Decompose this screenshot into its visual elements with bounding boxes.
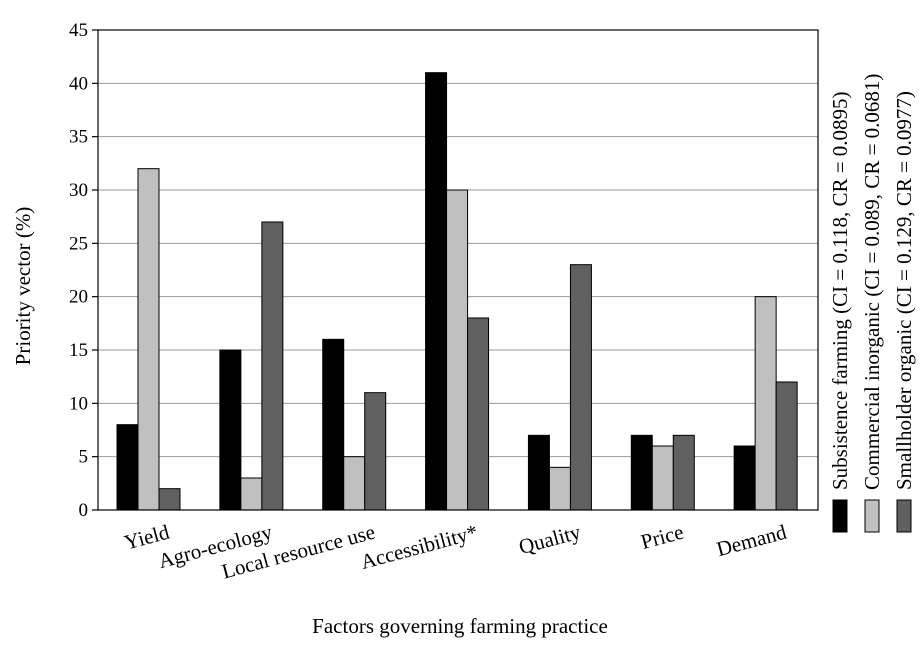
bar — [322, 338, 345, 511]
bar — [569, 264, 592, 511]
y-axis-title: Priority vector (%) — [11, 207, 35, 366]
y-tick-label: 45 — [69, 20, 88, 41]
y-tick-label: 10 — [69, 393, 88, 414]
x-tick-label: Quality — [516, 520, 584, 560]
bar — [754, 296, 777, 511]
bar — [446, 189, 469, 511]
bar — [137, 168, 160, 511]
y-tick-label: 25 — [69, 233, 88, 254]
bar — [775, 381, 798, 511]
y-tick-label: 15 — [69, 340, 88, 361]
y-axis: 0 5 10 15 20 25 30 35 40 45 — [69, 20, 98, 521]
legend-swatch — [896, 499, 912, 533]
bar — [425, 72, 448, 511]
bars — [116, 72, 798, 511]
bar — [240, 477, 263, 511]
bar — [672, 434, 695, 511]
legend-swatch — [864, 499, 880, 533]
x-tick-label: Accessibility* — [358, 520, 480, 574]
bar — [116, 424, 139, 511]
y-tick-label: 20 — [69, 287, 88, 308]
x-axis-title: Factors governing farming practice — [312, 614, 608, 638]
y-tick-label: 40 — [69, 73, 88, 94]
legend-label: Subsistence farming (CI = 0.118, CR = 0.… — [828, 91, 852, 490]
y-tick-label: 35 — [69, 127, 88, 148]
bar — [548, 466, 571, 511]
bar — [467, 317, 490, 511]
legend-swatch — [832, 499, 848, 533]
bar — [261, 221, 284, 511]
bar — [364, 392, 387, 511]
bar — [651, 445, 674, 511]
legend: Subsistence farming (CI = 0.118, CR = 0.… — [828, 74, 916, 533]
bar — [733, 445, 756, 511]
bar — [527, 434, 550, 511]
y-tick-label: 0 — [79, 500, 89, 521]
y-tick-label: 30 — [69, 180, 88, 201]
bar — [630, 434, 653, 511]
legend-label: Smallholder organic (CI = 0.129, CR = 0.… — [892, 91, 916, 490]
legend-label: Commercial inorganic (CI = 0.089, CR = 0… — [860, 74, 884, 490]
plot-area-frame — [97, 29, 819, 511]
x-tick-label: Price — [638, 520, 686, 554]
bar — [219, 349, 242, 511]
bar — [158, 488, 181, 511]
bar — [343, 456, 366, 511]
x-tick-label: Demand — [714, 520, 789, 562]
y-tick-label: 5 — [79, 447, 89, 468]
